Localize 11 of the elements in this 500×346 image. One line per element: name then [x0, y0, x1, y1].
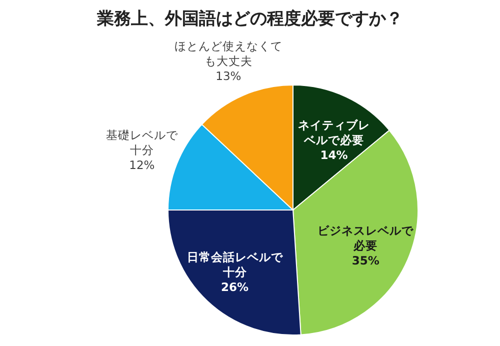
data-label: 12%: [129, 158, 155, 172]
data-label: 14%: [320, 148, 348, 162]
data-label: 13%: [216, 68, 242, 83]
slice-label: ほとんど使えなくても大丈夫: [174, 38, 282, 68]
slice-label: 基礎レベルで十分: [106, 128, 179, 158]
slice-label: 日常会話レベルで十分: [186, 250, 284, 279]
slice-label: ビジネスレベルで必要: [318, 224, 415, 253]
chart-title: 業務上、外国語はどの程度必要ですか？: [96, 9, 403, 29]
slice-label: ネイティブレベルで必要: [298, 118, 370, 147]
data-label: 26%: [221, 280, 250, 294]
data-label: 35%: [352, 254, 380, 268]
